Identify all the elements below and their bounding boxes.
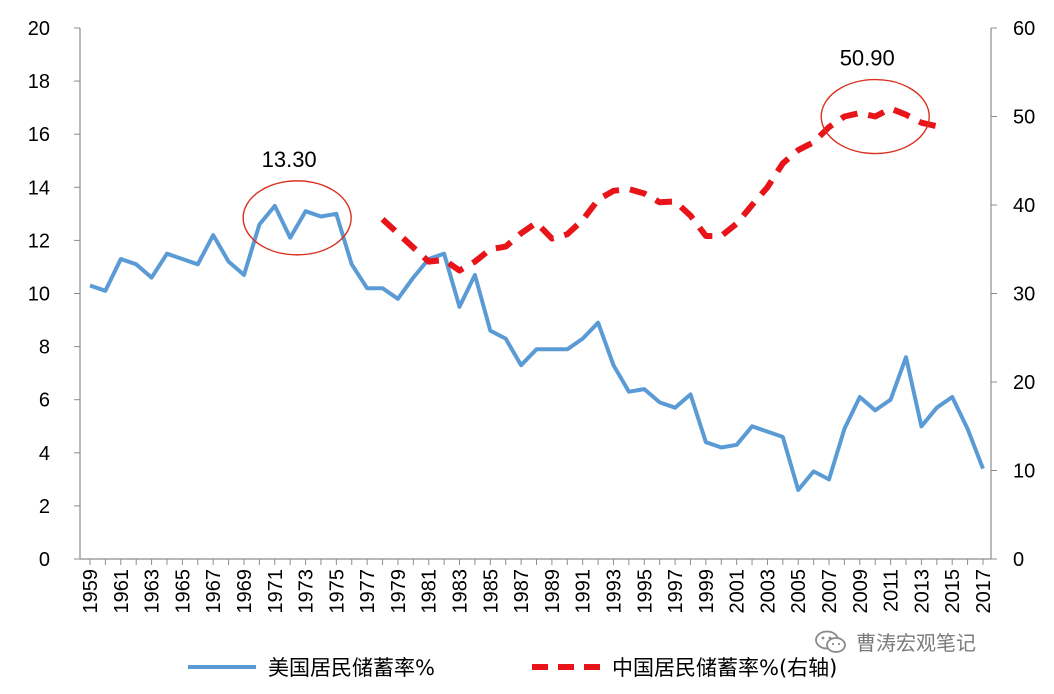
right-tick-label: 20 [1013, 372, 1035, 394]
axes [79, 28, 992, 560]
right-tick-label: 0 [1013, 549, 1024, 571]
legend-label-us: 美国居民储蓄率% [268, 656, 435, 680]
x-tick-label: 1987 [511, 569, 533, 614]
legend: 美国居民储蓄率% 中国居民储蓄率%(右轴) [0, 652, 1054, 692]
left-tick-label: 12 [28, 230, 50, 252]
series-line-cn [380, 105, 938, 274]
right-tick-label: 30 [1013, 284, 1035, 306]
x-tick-label: 1991 [573, 569, 595, 614]
series-layer [89, 105, 985, 492]
annotation-label: 13.30 [262, 147, 317, 172]
x-tick-label: 1999 [696, 569, 718, 614]
x-tick-label: 1959 [80, 569, 102, 614]
x-tick-label: 1967 [203, 569, 225, 614]
annotations: 13.30 50.90 [242, 46, 930, 256]
x-tick-label: 1977 [357, 569, 379, 614]
x-tick-label: 1961 [111, 569, 133, 614]
legend-item-cn: 中国居民储蓄率%(右轴) [530, 652, 837, 682]
right-tick-label: 50 [1013, 107, 1035, 129]
right-tick-label: 10 [1013, 461, 1035, 483]
x-tick-label: 1975 [326, 569, 348, 614]
x-tick-label: 2013 [911, 569, 933, 614]
right-axis-ticks: 0 10 20 30 40 50 60 [991, 18, 1035, 571]
x-tick-label: 2001 [727, 569, 749, 614]
x-tick-label: 1973 [296, 569, 318, 614]
left-tick-label: 4 [39, 443, 50, 465]
x-axis-ticks: 1959 1961 1963 1965 1967 1969 1971 1973 1975 1977… [80, 559, 995, 614]
x-tick-label: 1963 [142, 569, 164, 614]
x-tick-label: 2017 [973, 569, 995, 614]
x-tick-label: 1989 [542, 569, 564, 614]
left-tick-label: 10 [28, 284, 50, 306]
right-tick-label: 60 [1013, 18, 1035, 40]
left-axis-ticks: 0 2 4 6 8 10 12 14 16 18 20 [28, 18, 80, 571]
wechat-icon [815, 630, 846, 653]
left-tick-label: 8 [39, 337, 50, 359]
chart: 0 2 4 6 8 10 12 14 16 18 20 0 10 20 30 40 50 60 1959 1961… [28, 18, 1036, 614]
x-tick-label: 2009 [850, 569, 872, 614]
annotation-circle [820, 78, 930, 155]
x-tick-label: 2007 [819, 569, 841, 614]
left-tick-label: 16 [28, 124, 50, 146]
x-tick-label: 1981 [419, 569, 441, 614]
left-tick-label: 20 [28, 18, 50, 40]
legend-swatch-us [188, 665, 256, 669]
left-tick-label: 0 [39, 549, 50, 571]
annotation-label: 50.90 [840, 46, 895, 71]
x-tick-label: 2005 [788, 569, 810, 614]
left-tick-label: 18 [28, 71, 50, 93]
x-tick-label: 1995 [634, 569, 656, 614]
x-tick-label: 1985 [480, 569, 502, 614]
legend-swatch-cn [532, 664, 600, 670]
right-tick-label: 40 [1013, 195, 1035, 217]
series-line-us [89, 203, 985, 492]
x-tick-label: 1979 [388, 569, 410, 614]
left-tick-label: 14 [28, 177, 50, 199]
x-tick-label: 2011 [881, 569, 903, 612]
watermark-text: 曹涛宏观笔记 [856, 631, 976, 655]
x-tick-label: 2015 [942, 569, 964, 614]
x-tick-label: 1993 [603, 569, 625, 614]
x-tick-label: 1965 [172, 569, 194, 614]
legend-label-cn: 中国居民储蓄率%(右轴) [612, 656, 838, 680]
legend-item-us: 美国居民储蓄率% [186, 652, 435, 682]
x-tick-label: 1997 [665, 569, 687, 614]
x-tick-label: 1969 [234, 569, 256, 614]
x-tick-label: 1983 [450, 569, 472, 614]
watermark: 曹涛宏观笔记 [814, 627, 976, 656]
x-tick-label: 1971 [265, 569, 287, 614]
left-tick-label: 2 [39, 496, 50, 518]
left-tick-label: 6 [39, 390, 50, 412]
annotation-circle [242, 180, 352, 256]
x-tick-label: 2003 [757, 569, 779, 614]
